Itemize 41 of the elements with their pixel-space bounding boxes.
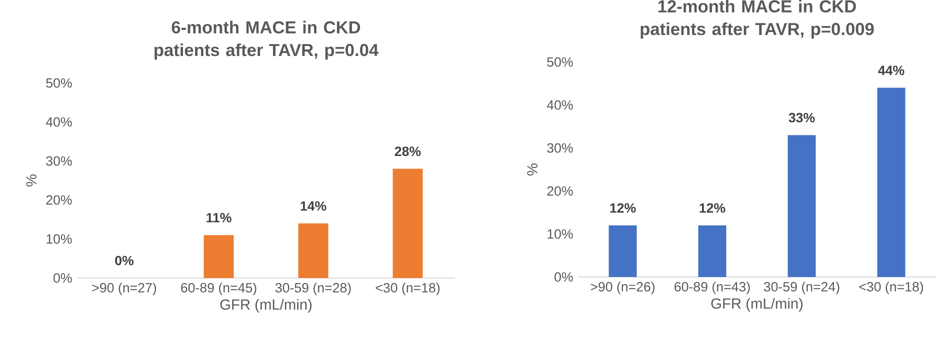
x-tick-label: 60-89 (n=43) <box>674 282 750 294</box>
chart-title: 12-month MACE in CKD patients after TAVR, p=0.009 <box>640 0 874 39</box>
bar <box>204 235 234 278</box>
x-tick-label: 30-59 (n=24) <box>764 282 840 294</box>
x-tick-label: >90 (n=26) <box>590 282 655 294</box>
bar <box>608 225 637 277</box>
x-axis-title: GFR (mL/min) <box>220 298 312 313</box>
y-tick-label: 0% <box>554 272 573 282</box>
data-label: 28% <box>394 146 421 156</box>
y-axis-title: % <box>527 164 538 176</box>
y-tick-label: 10% <box>46 234 72 244</box>
data-label: 0% <box>115 256 134 266</box>
data-label: 44% <box>878 66 904 76</box>
bar <box>788 135 816 277</box>
x-tick-label: >90 (n=27) <box>92 282 156 296</box>
y-tick-label: 50% <box>46 78 72 88</box>
y-axis-title: % <box>26 174 36 186</box>
bar <box>298 223 328 278</box>
data-label: 11% <box>206 212 232 222</box>
bar <box>877 88 906 277</box>
y-tick-label: 30% <box>46 156 72 166</box>
y-tick-label: 0% <box>54 273 72 283</box>
data-label: 33% <box>788 112 815 122</box>
x-tick-label: 60-89 (n=45) <box>181 282 256 296</box>
x-axis-title: GFR (mL/min) <box>711 298 803 312</box>
y-tick-label: 50% <box>547 57 573 67</box>
data-label: 12% <box>610 203 636 213</box>
bar <box>392 168 423 278</box>
y-tick-label: 30% <box>547 143 573 153</box>
bar <box>698 225 726 277</box>
y-tick-label: 20% <box>46 195 72 205</box>
y-tick-label: 40% <box>46 117 72 127</box>
x-tick-label: <30 (n=18) <box>859 282 924 294</box>
data-label: 12% <box>700 203 726 213</box>
y-tick-label: 20% <box>547 186 573 196</box>
data-label: 14% <box>300 201 326 211</box>
x-tick-label: 30-59 (n=28) <box>275 282 351 296</box>
y-tick-label: 10% <box>548 229 573 239</box>
y-tick-label: 40% <box>546 100 573 110</box>
chart-title: 6-month MACE in CKD patients after TAVR, p=0.04 <box>154 20 379 60</box>
x-tick-label: <30 (n=18) <box>376 282 440 296</box>
